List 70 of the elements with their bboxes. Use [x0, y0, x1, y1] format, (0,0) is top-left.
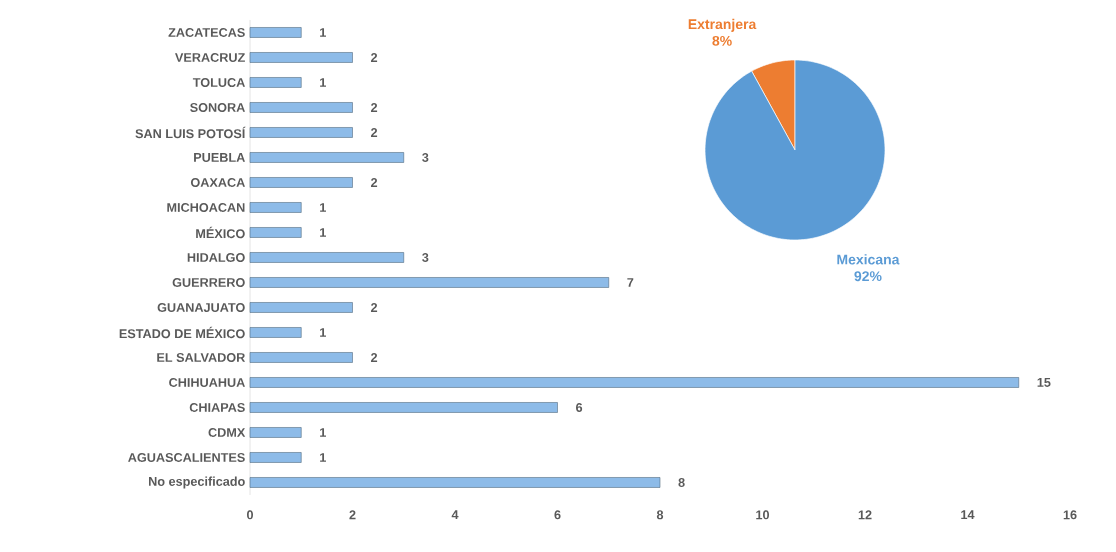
y-tick-label: PUEBLA	[194, 153, 245, 162]
slice-label: Mexicana	[837, 254, 900, 265]
data-label: 8	[678, 478, 685, 487]
slice-label: Extranjera	[688, 18, 757, 32]
bar	[249, 277, 610, 288]
x-tick-label: 0	[246, 510, 254, 520]
data-label: 2	[370, 353, 378, 362]
bar	[249, 27, 302, 38]
y-tick-label: VERACRUZ	[175, 53, 245, 62]
bar	[249, 202, 302, 213]
x-tick-label: 2	[349, 510, 356, 520]
bar	[249, 52, 353, 63]
y-tick-label: TOLUCA	[192, 78, 245, 87]
data-label: 1	[320, 203, 326, 212]
y-tick-label: ESTADO DE MÉXICO	[119, 326, 245, 339]
bar	[249, 352, 353, 363]
data-label: 7	[627, 278, 634, 287]
data-label: 1	[320, 28, 326, 37]
data-label: 1	[320, 78, 326, 87]
y-tick-label: HIDALGO	[187, 253, 245, 262]
bar	[249, 77, 302, 88]
x-tick-label: 6	[554, 510, 561, 520]
y-tick-label: EL SALVADOR	[157, 353, 246, 362]
bar	[249, 477, 661, 488]
x-tick-label: 4	[451, 510, 459, 520]
y-tick-label: No especificado	[149, 476, 245, 489]
bar	[249, 227, 302, 238]
y-tick-label: GUANAJUATO	[157, 303, 245, 312]
bar	[249, 402, 558, 413]
bar	[249, 452, 302, 463]
x-tick-label: 8	[656, 510, 664, 520]
data-label: 3	[422, 253, 429, 262]
y-tick-label: MICHOACAN	[167, 203, 245, 212]
y-tick-label: ZACATECAS	[168, 28, 245, 37]
data-label: 2	[370, 178, 378, 187]
bar	[249, 302, 353, 313]
x-tick-label: 10	[756, 510, 770, 520]
y-tick-label: SONORA	[190, 103, 245, 112]
bar	[249, 127, 353, 138]
y-tick-label: AGUASCALIENTES	[128, 453, 245, 462]
data-label: 2	[370, 303, 378, 312]
bar	[249, 377, 1020, 388]
bar	[249, 102, 353, 113]
bar	[249, 177, 353, 188]
x-tick-label: 14	[961, 510, 975, 520]
data-label: 1	[320, 228, 326, 237]
data-label: 3	[422, 153, 429, 162]
data-label: 92%	[854, 271, 882, 282]
y-tick-label: CDMX	[208, 428, 246, 437]
bar	[249, 427, 302, 438]
bar	[249, 152, 405, 163]
data-label: 1	[320, 453, 326, 462]
x-tick-label: 12	[858, 510, 872, 520]
bar	[249, 252, 405, 263]
y-tick-label: OAXACA	[190, 178, 245, 187]
data-label: 1	[320, 428, 326, 437]
y-tick-label: CHIAPAS	[189, 403, 245, 412]
y-tick-label: CHIHUAHUA	[169, 378, 245, 387]
data-label: 15	[1037, 378, 1051, 387]
y-tick-label: GUERRERO	[172, 278, 245, 287]
data-label: 2	[370, 53, 378, 62]
data-label: 2	[370, 103, 378, 112]
y-tick-label: MÉXICO	[196, 226, 245, 239]
data-label: 2	[370, 128, 378, 137]
x-tick-label: 16	[1063, 510, 1077, 520]
data-label: 1	[320, 328, 326, 337]
y-tick-label: SAN LUIS POTOSÍ	[135, 126, 246, 139]
data-label: 8%	[712, 35, 732, 46]
bar	[249, 327, 302, 338]
data-label: 6	[576, 403, 583, 412]
